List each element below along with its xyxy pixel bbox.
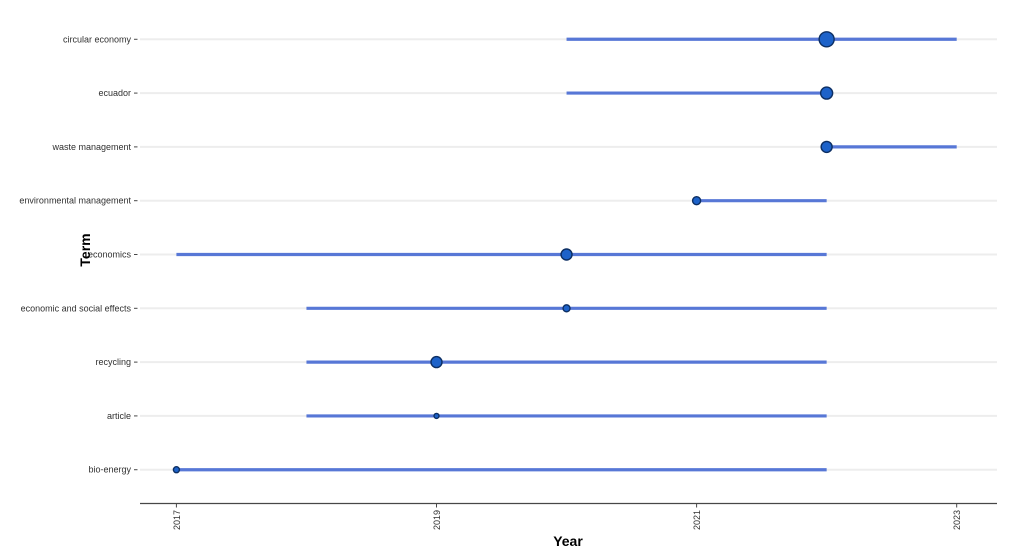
x-tick-label: 2023 <box>952 510 962 530</box>
y-tick-label: waste management <box>51 142 131 152</box>
x-tick-label: 2017 <box>172 510 182 530</box>
y-tick-label: article <box>107 411 131 421</box>
y-tick-label: recycling <box>95 357 131 367</box>
term-point <box>819 86 834 100</box>
term-point <box>433 412 440 420</box>
x-tick-label: 2021 <box>692 510 702 530</box>
y-tick-label: ecuador <box>98 88 131 98</box>
y-tick-label: economics <box>88 250 132 260</box>
term-point <box>691 195 702 206</box>
x-axis-title: Year <box>553 533 583 549</box>
y-tick-label: environmental management <box>19 196 131 206</box>
term-point <box>172 466 181 474</box>
term-point <box>820 140 833 154</box>
plot-area: circular economy ecuador waste management e… <box>19 31 997 530</box>
term-point <box>818 31 835 48</box>
term-point <box>562 304 571 313</box>
y-tick-label: circular economy <box>63 34 132 44</box>
y-axis-title: Term <box>77 233 93 266</box>
term-point <box>430 355 443 369</box>
y-tick-label: economic and social effects <box>21 303 132 313</box>
x-tick-label: 2019 <box>432 510 442 530</box>
y-tick-label: bio-energy <box>88 465 131 475</box>
term-point <box>560 248 573 261</box>
